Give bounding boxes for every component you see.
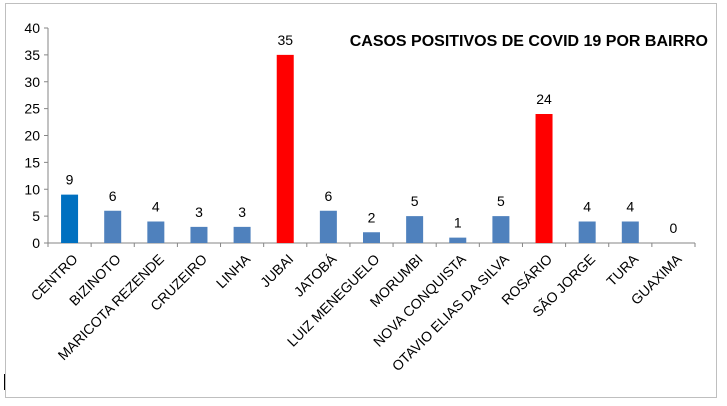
data-label: 35 (277, 32, 293, 48)
bar (190, 226, 208, 243)
bar (492, 216, 510, 243)
category-label: LINHA (213, 250, 254, 291)
data-label: 9 (66, 172, 74, 188)
data-label: 3 (195, 204, 203, 220)
y-tick-label: 40 (24, 20, 40, 36)
y-tick-label: 35 (24, 47, 40, 63)
data-label: 3 (238, 204, 246, 220)
bar (319, 210, 337, 243)
data-labels: 9 6 4 3 3 35 6 2 5 1 5 24 4 4 0 (66, 32, 678, 236)
bar (233, 226, 251, 243)
bar (61, 194, 79, 243)
bars (61, 54, 639, 243)
chart-title: CASOS POSITIVOS DE COVID 19 POR BAIRRO (350, 33, 708, 50)
y-tick-label: 20 (24, 128, 40, 144)
data-label: 4 (152, 199, 160, 215)
y-tick-label: 15 (24, 154, 40, 170)
y-tick-label: 0 (32, 235, 40, 251)
bar (104, 210, 122, 243)
category-label: TURA (603, 250, 642, 289)
data-label: 5 (411, 193, 419, 209)
y-tick-label: 30 (24, 74, 40, 90)
data-label: 6 (109, 188, 117, 204)
data-label: 6 (324, 188, 332, 204)
bar (276, 54, 294, 243)
bar (535, 114, 553, 243)
data-label: 2 (368, 209, 376, 225)
bar (406, 216, 424, 243)
chart-frame (5, 3, 717, 398)
y-tick-label: 5 (32, 208, 40, 224)
y-tick-label: 25 (24, 101, 40, 117)
bar (449, 237, 467, 243)
y-tick-label: 10 (24, 181, 40, 197)
text-cursor (4, 374, 5, 390)
data-label: 5 (497, 193, 505, 209)
data-label: 4 (626, 199, 634, 215)
bar (578, 221, 596, 243)
data-label: 24 (536, 91, 552, 107)
bar (621, 221, 639, 243)
bar (363, 232, 380, 243)
bar (147, 221, 165, 243)
data-label: 4 (583, 199, 591, 215)
data-label: 1 (454, 215, 462, 231)
category-label: JUBAI (257, 251, 296, 290)
data-label: 0 (670, 220, 678, 236)
